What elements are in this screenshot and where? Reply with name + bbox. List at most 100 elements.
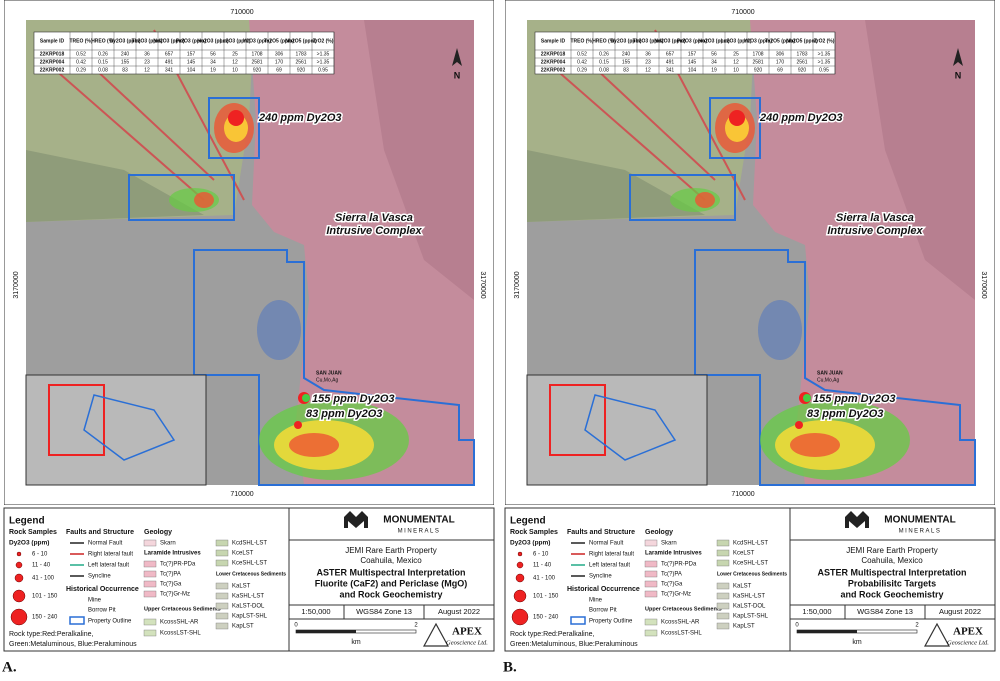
- legend-symbol: [10, 608, 28, 626]
- table-header: HREO (%): [91, 38, 115, 44]
- table-header: Ta2O5 (ppm): [264, 38, 295, 44]
- legend-title: Legend: [9, 516, 45, 527]
- consultant: APEX: [953, 626, 983, 638]
- legend-title: Legend: [510, 516, 546, 527]
- legend-item: Right lateral fault: [589, 552, 634, 558]
- table-cell: 0.52: [76, 51, 86, 57]
- grid-label: 710000: [731, 9, 754, 16]
- legend-item: KceSHL-LST: [232, 561, 267, 567]
- table-cell: 1708: [251, 51, 262, 57]
- legend-note: Rock type:Red:Peralkaline,: [9, 631, 93, 638]
- legend-swatch: [716, 549, 730, 557]
- table-header: Sample ID: [40, 38, 65, 44]
- table-cell: 69: [777, 67, 783, 73]
- legend-heading: Historical Occurrence: [66, 586, 139, 593]
- table-cell: 157: [688, 51, 697, 57]
- table-cell: 491: [165, 59, 174, 65]
- map-title: ASTER Multispectral Interpretation: [316, 567, 465, 577]
- legend-symbol: [570, 616, 586, 625]
- legend-item: Tc(?)Gr-Mz: [160, 592, 190, 598]
- table-cell: 491: [666, 59, 675, 65]
- legend-heading: Rock Samples: [510, 529, 558, 536]
- table-cell: 12: [733, 59, 739, 65]
- table-header: Nb2O5 (ppm): [786, 38, 818, 44]
- legend-symbol: [515, 573, 525, 583]
- table-cell: 69: [276, 67, 282, 73]
- table-cell: 104: [187, 67, 196, 73]
- legend-symbol: [516, 561, 524, 569]
- legend-item: Left lateral fault: [589, 563, 630, 569]
- scale-label: 2: [414, 623, 418, 629]
- legend-item: KcossLST-SHL: [661, 631, 702, 637]
- legend-item: 41 - 100: [533, 576, 556, 582]
- legend-item: KaLST: [232, 584, 251, 590]
- legend-swatch: [215, 539, 229, 547]
- table-cell: 0.08: [599, 67, 609, 73]
- table-header: Nb2O5 (ppm): [285, 38, 317, 44]
- map-subtitle: JEMI Rare Earth Property: [345, 546, 437, 555]
- title-block: [288, 507, 495, 652]
- legend-heading: Upper Cretaceous Sediments: [645, 606, 722, 612]
- table-cell: 240: [622, 51, 631, 57]
- table-cell: 0.95: [819, 67, 829, 73]
- panel-label: B.: [503, 659, 517, 675]
- table-bg: [33, 31, 335, 75]
- legend-item: KapLST-SHL: [232, 614, 268, 620]
- legend-heading: Laramide Intrusives: [144, 551, 201, 557]
- legend-item: Syncline: [589, 574, 612, 580]
- table-cell: 22KRP018: [541, 51, 566, 57]
- table-cell: 0.08: [98, 67, 108, 73]
- locality-label: Cu,Mo,Ag: [316, 377, 338, 383]
- table-header: Sample ID: [541, 38, 566, 44]
- title-block: [789, 507, 996, 652]
- map-title: and Rock Geochemistry: [339, 589, 442, 599]
- legend-item: KaSHL-LST: [232, 594, 264, 600]
- legend-item: KceSHL-LST: [733, 561, 768, 567]
- legend-item: Mine: [88, 598, 102, 604]
- legend-item: KapLST-SHL: [733, 614, 769, 620]
- table-cell: >1.35: [818, 59, 831, 65]
- apex-logo: [422, 622, 450, 647]
- legend-item: Syncline: [88, 574, 111, 580]
- map-title: and Rock Geochemistry: [840, 589, 943, 599]
- legend-heading: Laramide Intrusives: [645, 551, 702, 557]
- legend-symbol: [511, 608, 529, 626]
- table-cell: 2561: [295, 59, 306, 65]
- legend-swatch: [215, 602, 229, 610]
- legend-item: Tc(?)PR-PDa: [160, 562, 196, 568]
- legend-swatch: [215, 612, 229, 620]
- table-cell: 145: [187, 59, 196, 65]
- map-scale: 1:50,000: [301, 607, 330, 616]
- table-header: TREO (%): [570, 38, 593, 44]
- legend-symbol: [12, 589, 26, 603]
- intrusive-label: Intrusive Complex: [827, 225, 923, 237]
- table-cell: 22KRP002: [40, 67, 65, 73]
- sample-label: 240 ppm Dy2O3: [258, 112, 342, 124]
- sample-label: 155 ppm Dy2O3: [813, 393, 896, 405]
- table-cell: >1.35: [317, 51, 330, 57]
- consultant-sub: Geoscience Ltd.: [446, 639, 488, 646]
- table-cell: 170: [275, 59, 284, 65]
- map-subtitle: Coahuila, Mexico: [360, 556, 422, 565]
- legend-item: KcossSHL-AR: [160, 620, 199, 626]
- legend-swatch: [644, 590, 658, 598]
- table-header: Pr2O3 (ppm): [677, 38, 707, 44]
- table-header: Ho2O3 (ppm): [197, 38, 229, 44]
- legend-swatch: [716, 559, 730, 567]
- table-header: Lu2O3 (ppm): [220, 38, 251, 44]
- table-cell: 0.26: [599, 51, 609, 57]
- table-cell: 83: [122, 67, 128, 73]
- table-cell: 920: [253, 67, 262, 73]
- table-cell: 920: [754, 67, 763, 73]
- legend-item: 150 - 240: [533, 615, 559, 621]
- legend-item: KaSHL-LST: [733, 594, 765, 600]
- legend-note: Green:Metaluminous, Blue:Peraluminous: [9, 641, 137, 648]
- legend-swatch: [215, 549, 229, 557]
- intrusive-label: Sierra la Vasca: [836, 212, 914, 224]
- legend-swatch: [143, 618, 157, 626]
- legend-swatch: [644, 629, 658, 637]
- legend-item: 101 - 150: [533, 594, 559, 600]
- intrusive-label: Intrusive Complex: [326, 225, 422, 237]
- legend-swatch: [716, 602, 730, 610]
